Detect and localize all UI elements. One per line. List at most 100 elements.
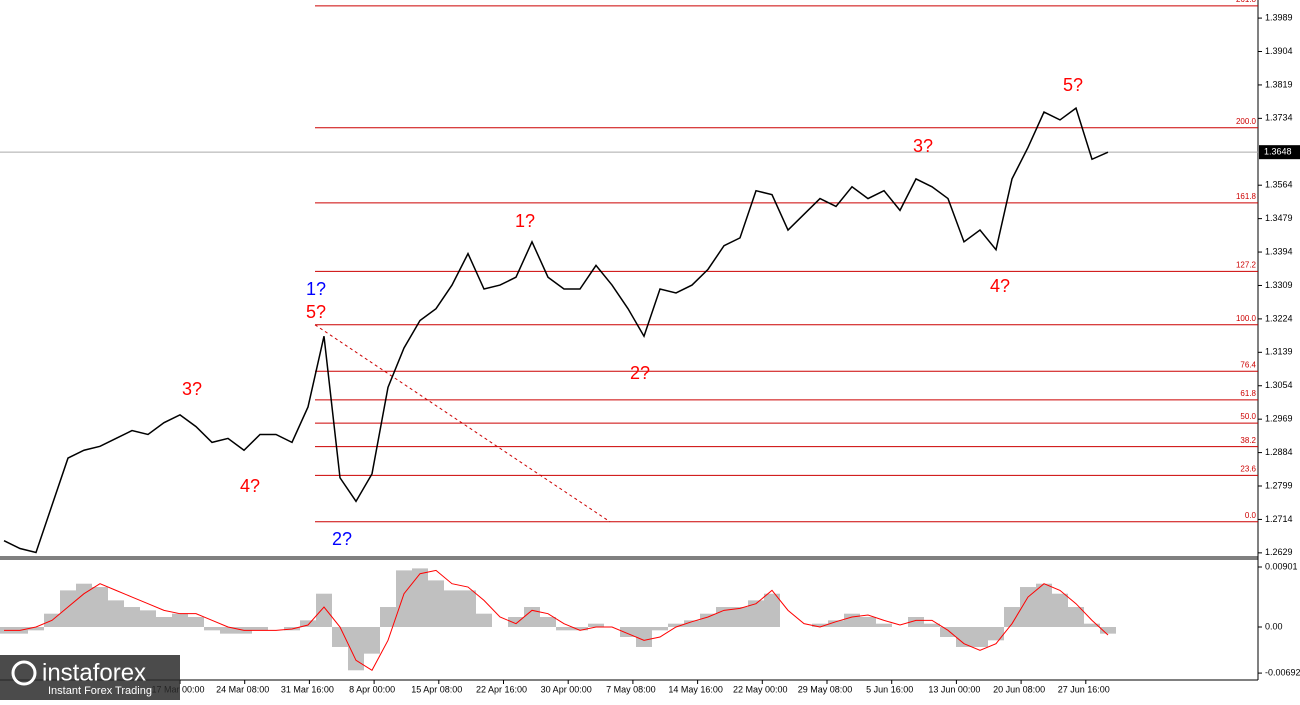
macd-bar bbox=[348, 627, 364, 671]
x-tick-label: 30 Apr 00:00 bbox=[541, 684, 592, 694]
wave-label: 1? bbox=[306, 279, 326, 299]
macd-bar bbox=[460, 590, 476, 628]
macd-bar bbox=[828, 620, 844, 628]
macd-bar bbox=[1052, 593, 1068, 628]
macd-bar bbox=[476, 613, 492, 628]
macd-bar bbox=[908, 617, 924, 628]
macd-bar bbox=[1068, 607, 1084, 628]
y-tick-label: 1.3819 bbox=[1265, 79, 1293, 89]
signal-line bbox=[4, 569, 1109, 671]
fib-label: 127.2 bbox=[1236, 260, 1257, 269]
macd-bar bbox=[924, 623, 940, 628]
macd-bar bbox=[92, 587, 108, 628]
fib-label: 50.0 bbox=[1240, 412, 1256, 421]
y-tick-label: 1.2714 bbox=[1265, 514, 1293, 524]
macd-bar bbox=[220, 627, 236, 634]
y-tick-label: 1.3989 bbox=[1265, 12, 1293, 22]
fib-label: 23.6 bbox=[1240, 465, 1256, 474]
y-tick-label: 1.3904 bbox=[1265, 46, 1293, 56]
y-tick-label: 1.3309 bbox=[1265, 280, 1293, 290]
logo-tagline: Instant Forex Trading bbox=[48, 685, 152, 697]
fib-label: 38.2 bbox=[1240, 436, 1256, 445]
y-tick-label: 1.3564 bbox=[1265, 180, 1293, 190]
macd-bar bbox=[732, 607, 748, 628]
macd-bar bbox=[300, 620, 316, 628]
macd-bar bbox=[188, 617, 204, 628]
y-tick-label: 1.3394 bbox=[1265, 246, 1293, 256]
macd-bar bbox=[588, 623, 604, 628]
y-tick-label: 1.3734 bbox=[1265, 113, 1293, 123]
y-tick-label: 0.00 bbox=[1265, 621, 1283, 631]
macd-bar bbox=[636, 627, 652, 647]
y-tick-label: 1.2629 bbox=[1265, 547, 1293, 557]
fib-label: 261.8 bbox=[1236, 0, 1257, 4]
wave-label: 5? bbox=[1063, 75, 1083, 95]
macd-bar bbox=[556, 627, 572, 631]
macd-bar bbox=[524, 607, 540, 628]
macd-bar bbox=[60, 590, 76, 628]
y-tick-label: 1.2969 bbox=[1265, 414, 1293, 424]
macd-bar bbox=[540, 617, 556, 628]
y-tick-label: -0.00692 bbox=[1265, 667, 1300, 677]
price-line bbox=[3, 106, 1109, 554]
macd-bar bbox=[700, 613, 716, 628]
fib-label: 0.0 bbox=[1245, 511, 1257, 520]
macd-bar bbox=[956, 627, 972, 647]
macd-bar bbox=[876, 623, 892, 628]
x-tick-label: 15 Apr 08:00 bbox=[411, 684, 462, 694]
fib-label: 76.4 bbox=[1240, 360, 1256, 369]
wave-label: 5? bbox=[306, 302, 326, 322]
macd-bar bbox=[1004, 607, 1020, 628]
wave-label: 2? bbox=[630, 363, 650, 383]
y-tick-label: 1.3479 bbox=[1265, 213, 1293, 223]
wave-label: 2? bbox=[332, 529, 352, 549]
x-tick-label: 14 May 16:00 bbox=[668, 684, 723, 694]
macd-bar bbox=[1020, 587, 1036, 628]
y-tick-label: 0.00901 bbox=[1265, 561, 1298, 571]
macd-bar bbox=[940, 627, 956, 637]
macd-bar bbox=[108, 600, 124, 628]
macd-bar bbox=[444, 590, 460, 628]
price-box bbox=[1259, 145, 1300, 160]
macd-bar bbox=[412, 568, 428, 628]
fib-label: 100.0 bbox=[1236, 314, 1257, 323]
wave-label: 1? bbox=[515, 211, 535, 231]
wave-label: 3? bbox=[913, 136, 933, 156]
x-tick-label: 24 Mar 08:00 bbox=[216, 684, 269, 694]
y-tick-label: 1.3224 bbox=[1265, 313, 1293, 323]
x-tick-label: 29 May 08:00 bbox=[798, 684, 853, 694]
y-tick-label: 1.3054 bbox=[1265, 380, 1293, 390]
macd-bar bbox=[844, 613, 860, 628]
macd-bar bbox=[316, 593, 332, 628]
x-tick-label: 7 May 08:00 bbox=[606, 684, 656, 694]
macd-bar bbox=[652, 627, 668, 631]
macd-bar bbox=[988, 627, 1004, 641]
macd-bar bbox=[252, 627, 268, 631]
current-price: 1.3648 bbox=[1264, 147, 1292, 157]
x-tick-label: 27 Jun 16:00 bbox=[1058, 684, 1110, 694]
fib-trend bbox=[314, 324, 611, 523]
macd-bar bbox=[1100, 627, 1116, 634]
macd-bar bbox=[332, 627, 348, 647]
macd-bar bbox=[684, 620, 700, 628]
macd-bar bbox=[380, 607, 396, 628]
wave-label: 4? bbox=[990, 276, 1010, 296]
macd-bar bbox=[972, 627, 988, 647]
macd-bar bbox=[76, 583, 92, 628]
logo-icon bbox=[11, 660, 37, 686]
macd-bar bbox=[764, 593, 780, 628]
macd-bar bbox=[204, 627, 220, 631]
x-tick-label: 20 Jun 08:00 bbox=[993, 684, 1045, 694]
macd-bar bbox=[508, 617, 524, 628]
macd-bar bbox=[364, 627, 380, 654]
macd-bar bbox=[748, 600, 764, 628]
macd-bar bbox=[28, 627, 44, 631]
macd-bar bbox=[124, 607, 140, 628]
wave-label: 3? bbox=[182, 379, 202, 399]
macd-bar bbox=[428, 580, 444, 628]
logo: instaforex Instant Forex Trading bbox=[0, 655, 180, 700]
macd-bar bbox=[812, 623, 828, 628]
x-tick-label: 31 Mar 16:00 bbox=[281, 684, 334, 694]
